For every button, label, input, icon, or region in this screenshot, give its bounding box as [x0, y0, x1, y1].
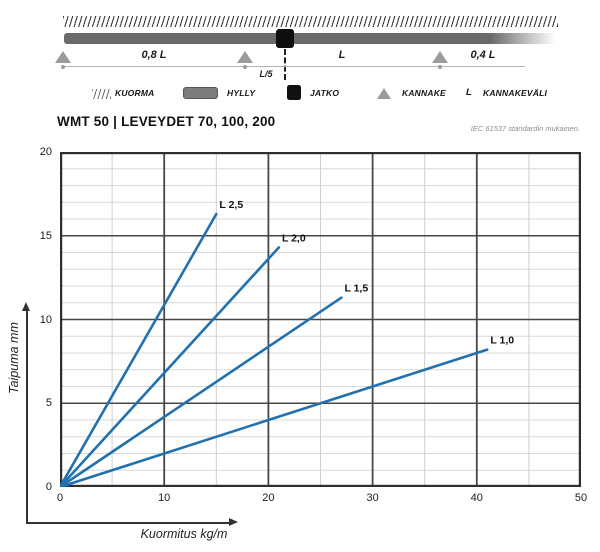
series-line-L15	[60, 296, 343, 487]
legend-label-kuorma: KUORMA	[115, 88, 155, 98]
dimension-dot-icon	[438, 64, 442, 69]
joint-square	[276, 29, 294, 48]
x-tick-40: 40	[470, 492, 483, 504]
x-tick-0: 0	[56, 492, 64, 504]
support-triangle-icon	[54, 51, 71, 63]
x-axis-arrow-line	[26, 522, 230, 524]
support-triangle-icon	[431, 51, 448, 63]
legend-joint-icon	[287, 85, 301, 100]
standard-note: IEC 61537 standardin mukainen.	[470, 124, 580, 133]
y-axis-arrowhead-icon	[22, 302, 30, 311]
legend-label-kannakeväli: KANNAKEVÄLI	[483, 88, 548, 98]
support-triangle-icon	[236, 51, 253, 63]
y-tick-10: 10	[39, 313, 52, 326]
legend-label-hylly: HYLLY	[227, 88, 256, 98]
x-axis-arrowhead-icon	[229, 518, 238, 526]
dimension-dot-icon	[243, 64, 247, 69]
legend-letter-L-icon: L	[466, 87, 472, 98]
dim-label-right-span: 0,4 L	[470, 49, 496, 61]
dimension-line	[63, 66, 525, 67]
plot-border	[60, 152, 581, 487]
series-line-L25	[60, 212, 218, 487]
legend-load-hatch-icon	[92, 89, 111, 99]
y-tick-0: 0	[45, 481, 52, 493]
page-title: WMT 50 | LEVEYDET 70, 100, 200	[57, 114, 276, 129]
dimension-dot-icon	[61, 64, 65, 69]
dim-label-left-span: 0,8 L	[141, 49, 167, 61]
x-tick-20: 20	[262, 492, 275, 504]
dim-label-mid-span: L	[338, 49, 346, 61]
legend-label-jatko: JATKO	[310, 88, 340, 98]
y-tick-20: 20	[39, 146, 52, 158]
x-axis-label: Kuormitus kg/m	[140, 527, 228, 541]
shelf-beam	[64, 33, 560, 44]
dim-label-joint-offset: L/5	[259, 69, 273, 79]
series-label-L10: L 1,0	[490, 335, 514, 347]
joint-dashed-line-icon	[284, 49, 286, 80]
load-hatch-icon	[63, 16, 558, 27]
y-tick-15: 15	[39, 229, 52, 242]
series-label-L20: L 2,0	[282, 232, 306, 244]
legend-shelf-icon	[183, 87, 218, 99]
plot-area: L 2,5 L 2,0 L 1,5 L 1,0	[60, 152, 581, 487]
y-axis-label: Taipuma mm	[7, 322, 21, 394]
legend-label-kannake: KANNAKE	[402, 88, 446, 98]
x-tick-10: 10	[158, 492, 171, 504]
series-line-L20	[60, 246, 281, 487]
series-line-L10	[60, 348, 489, 487]
y-tick-5: 5	[45, 397, 52, 410]
y-axis-arrow-line	[26, 311, 28, 523]
x-tick-50: 50	[574, 492, 588, 504]
x-tick-30: 30	[366, 492, 379, 504]
series-label-L15: L 1,5	[344, 283, 368, 295]
legend-support-triangle-icon	[377, 88, 391, 99]
series-label-L25: L 2,5	[219, 199, 243, 211]
